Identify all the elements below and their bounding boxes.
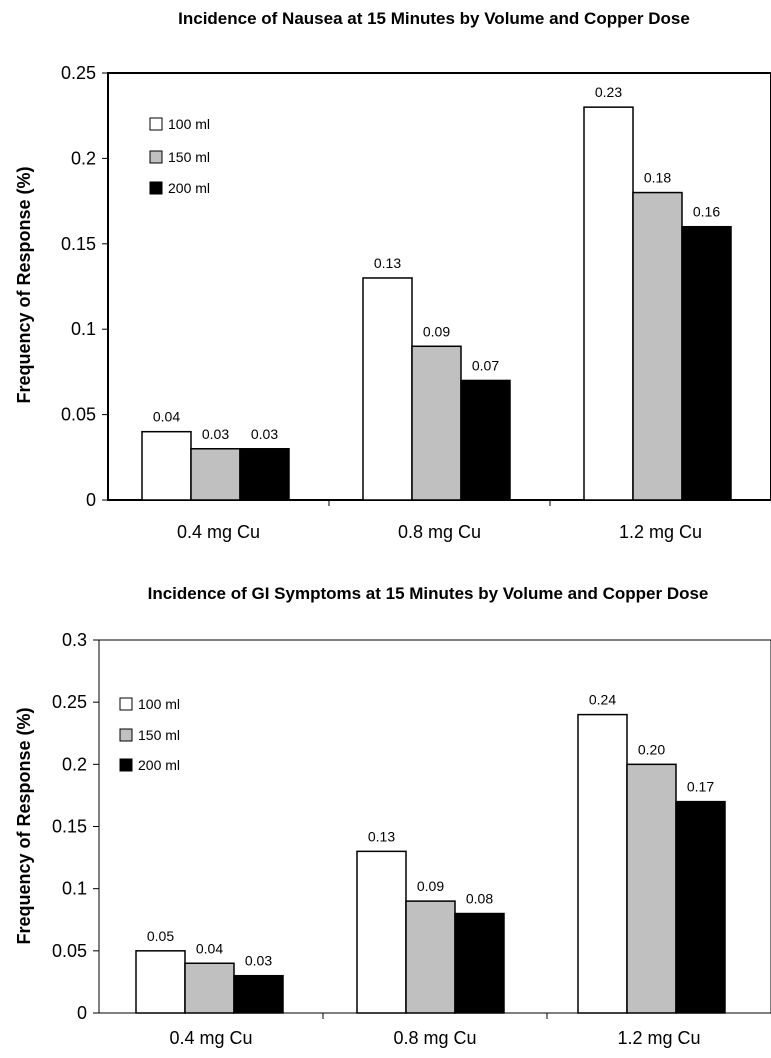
chart-title: Incidence of Nausea at 15 Minutes by Vol…	[178, 9, 690, 28]
bars	[135, 713, 726, 1014]
data-label: 0.23	[595, 84, 622, 100]
data-labels: 0.05 0.04 0.03 0.13 0.09 0.08 0.24 0.20 0.17	[147, 692, 714, 969]
x-category-label: 0.4 mg Cu	[177, 522, 260, 542]
x-category-label: 1.2 mg Cu	[619, 522, 702, 542]
legend-swatch-150ml	[119, 728, 133, 742]
data-label: 0.08	[466, 891, 493, 907]
bar-200ml-0	[239, 448, 290, 501]
bar-100ml-0	[135, 950, 186, 1014]
data-label: 0.13	[368, 828, 395, 844]
legend-label-150ml: 150 ml	[138, 727, 180, 743]
data-label: 0.07	[472, 357, 499, 373]
y-tick-label: 0.1	[62, 879, 87, 899]
x-category-labels: 0.4 mg Cu 0.8 mg Cu 1.2 mg Cu	[177, 522, 702, 542]
y-tick-label: 0.1	[71, 319, 96, 339]
bar-150ml-0	[190, 448, 241, 501]
data-label: 0.18	[644, 170, 671, 186]
y-tick-label: 0.25	[61, 63, 96, 83]
data-label: 0.03	[251, 426, 278, 442]
legend-label-200ml: 200 ml	[138, 757, 180, 773]
bar-100ml-2	[583, 106, 634, 501]
data-label: 0.05	[147, 928, 174, 944]
data-label: 0.24	[589, 692, 616, 708]
bar-150ml-1	[405, 900, 456, 1014]
chart-nausea: Incidence of Nausea at 15 Minutes by Vol…	[14, 9, 771, 542]
legend-swatch-100ml	[149, 117, 163, 131]
legend-label-100ml: 100 ml	[168, 116, 210, 132]
bars	[141, 106, 732, 501]
x-category-labels: 0.4 mg Cu 0.8 mg Cu 1.2 mg Cu	[169, 1028, 700, 1048]
data-labels: 0.04 0.03 0.03 0.13 0.09 0.07 0.23 0.18 0.16	[153, 84, 720, 442]
chart-gi-symptoms: Incidence of GI Symptoms at 15 Minutes b…	[14, 584, 771, 1048]
y-ticks: 0 0.05 0.1 0.15 0.2 0.25	[61, 63, 551, 510]
bar-200ml-0	[233, 974, 284, 1014]
y-ticks: 0 0.05 0.1 0.15 0.2 0.25 0.3	[52, 630, 548, 1023]
y-tick-label: 0	[77, 1003, 87, 1023]
y-tick-label: 0.05	[52, 941, 87, 961]
bar-150ml-1	[411, 345, 462, 501]
y-tick-label: 0.3	[62, 630, 87, 650]
y-axis-label: Frequency of Response (%)	[14, 166, 34, 403]
bar-200ml-1	[454, 912, 505, 1014]
data-label: 0.09	[423, 323, 450, 339]
bar-150ml-2	[632, 191, 683, 501]
bar-100ml-2	[577, 713, 628, 1014]
y-tick-label: 0.15	[61, 234, 96, 254]
bar-100ml-1	[356, 850, 407, 1014]
legend-swatch-200ml	[149, 181, 163, 195]
data-label: 0.09	[417, 878, 444, 894]
legend-label-100ml: 100 ml	[138, 696, 180, 712]
y-axis-label: Frequency of Response (%)	[14, 707, 34, 944]
data-label: 0.03	[202, 426, 229, 442]
data-label: 0.03	[245, 953, 272, 969]
x-category-label: 1.2 mg Cu	[617, 1028, 700, 1048]
legend-swatch-200ml	[119, 758, 133, 772]
legend-swatch-100ml	[119, 697, 133, 711]
bar-100ml-0	[141, 430, 192, 501]
data-label: 0.04	[196, 940, 223, 956]
data-label: 0.20	[638, 741, 665, 757]
bar-150ml-0	[184, 962, 235, 1014]
legend-label-200ml: 200 ml	[168, 180, 210, 196]
bar-200ml-2	[681, 225, 732, 501]
legend-label-150ml: 150 ml	[168, 149, 210, 165]
x-category-label: 0.8 mg Cu	[393, 1028, 476, 1048]
data-label: 0.16	[693, 204, 720, 220]
y-tick-label: 0.05	[61, 405, 96, 425]
y-tick-label: 0.2	[71, 148, 96, 168]
legend: 100 ml 150 ml 200 ml	[149, 116, 210, 196]
bar-200ml-2	[675, 800, 726, 1014]
chart-title: Incidence of GI Symptoms at 15 Minutes b…	[148, 584, 709, 603]
x-category-label: 0.8 mg Cu	[398, 522, 481, 542]
y-tick-label: 0.15	[52, 817, 87, 837]
bar-150ml-2	[626, 763, 677, 1014]
data-label: 0.17	[687, 779, 714, 795]
bar-200ml-1	[460, 379, 511, 501]
y-tick-label: 0.2	[62, 754, 87, 774]
y-tick-label: 0	[86, 490, 96, 510]
bar-100ml-1	[362, 277, 413, 501]
data-label: 0.13	[374, 255, 401, 271]
legend: 100 ml 150 ml 200 ml	[119, 696, 180, 773]
legend-swatch-150ml	[149, 150, 163, 164]
data-label: 0.04	[153, 409, 180, 425]
y-tick-label: 0.25	[52, 692, 87, 712]
x-category-label: 0.4 mg Cu	[169, 1028, 252, 1048]
